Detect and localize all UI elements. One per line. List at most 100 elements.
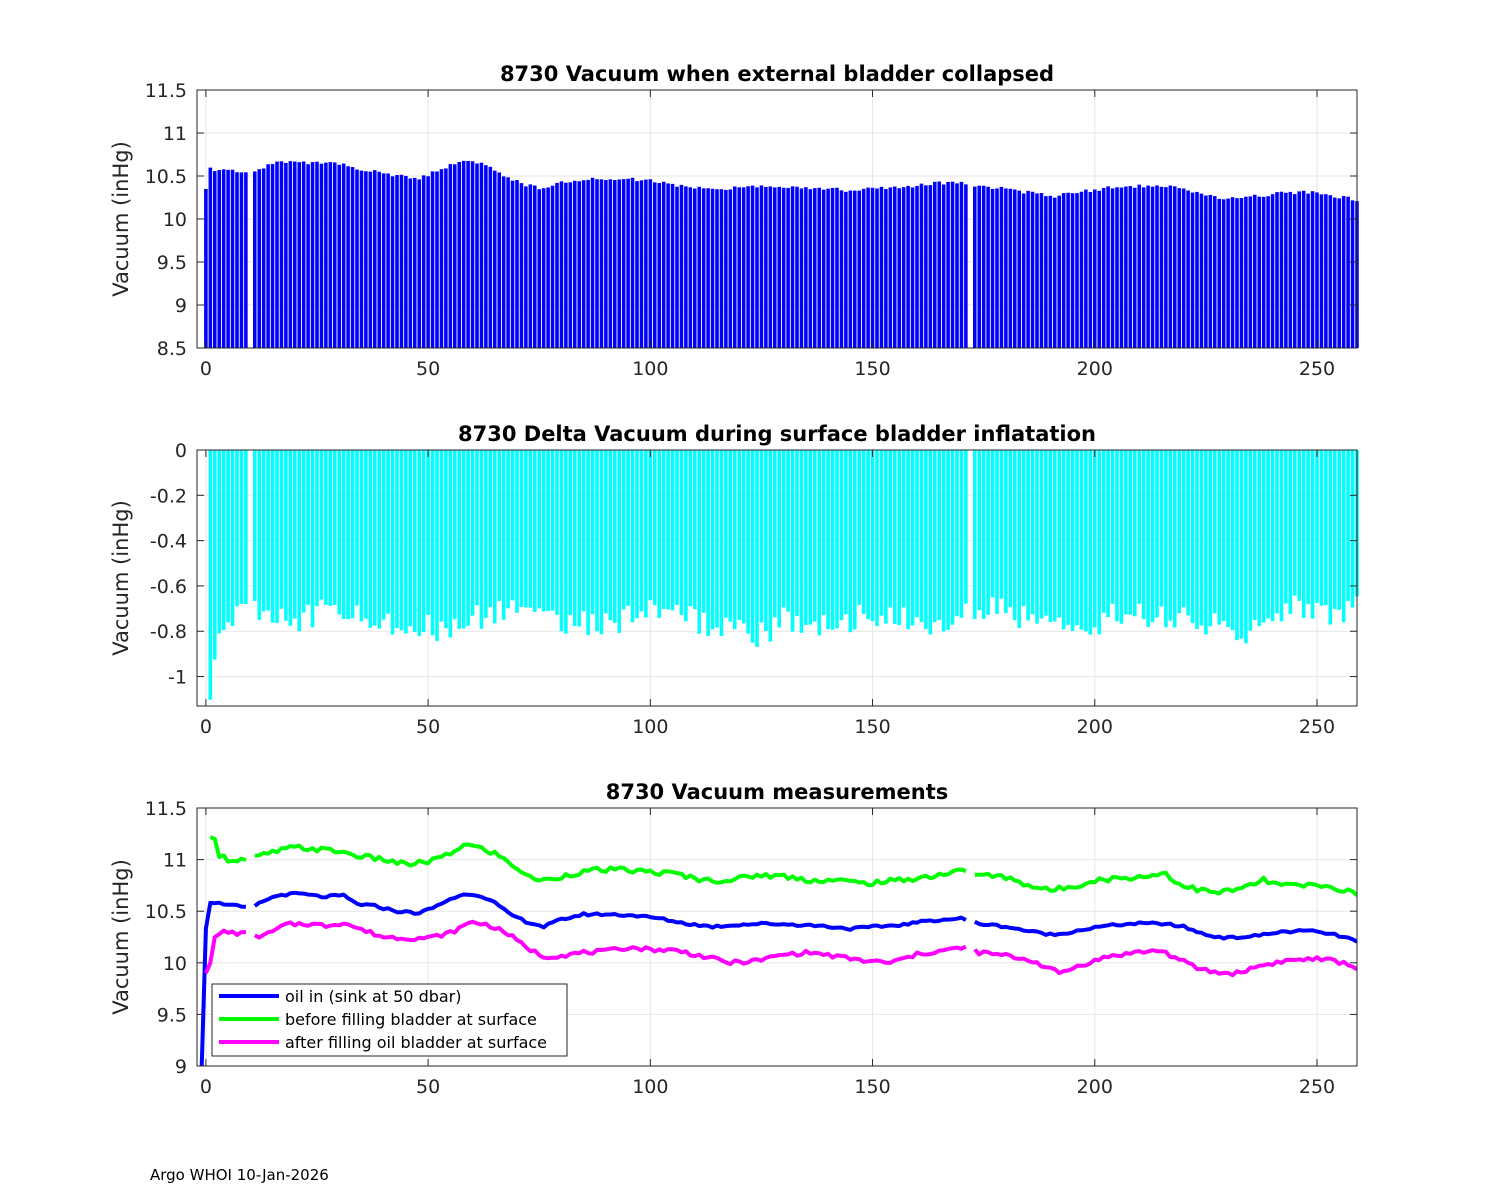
bar <box>884 189 888 348</box>
bar <box>244 450 248 604</box>
bar <box>786 450 790 612</box>
bar <box>990 450 995 598</box>
bar <box>741 450 746 624</box>
axes-box <box>196 807 1358 1067</box>
bar <box>413 450 417 632</box>
bar <box>1146 185 1150 348</box>
bar <box>977 185 981 348</box>
y-tick-label: -0.2 <box>150 485 187 507</box>
bar <box>301 450 306 613</box>
bar <box>1053 450 1057 622</box>
bar <box>1310 191 1315 348</box>
bar <box>355 169 359 348</box>
bar <box>1088 450 1093 635</box>
bar <box>795 450 799 616</box>
bar <box>1279 450 1284 622</box>
bar <box>1035 193 1039 348</box>
x-tick-label: 150 <box>854 1076 890 1098</box>
bar <box>528 184 533 348</box>
bar <box>1035 450 1039 624</box>
bar <box>1270 194 1275 348</box>
bar <box>1084 450 1088 632</box>
bar <box>1266 196 1270 348</box>
bar <box>915 450 919 618</box>
bar <box>315 161 319 348</box>
bar <box>1181 188 1186 348</box>
bar <box>1346 450 1350 602</box>
bar <box>657 450 661 618</box>
bar <box>279 450 284 609</box>
series-after-filling <box>204 919 1357 978</box>
bar <box>693 450 697 610</box>
bar <box>555 450 559 615</box>
bar <box>1213 196 1217 348</box>
bar <box>426 450 430 615</box>
bar <box>1297 191 1301 348</box>
bar <box>519 450 524 607</box>
bar <box>475 163 479 348</box>
bar <box>657 183 661 348</box>
x-tick-label: 200 <box>1077 1076 1113 1098</box>
bar <box>448 450 453 638</box>
bar <box>870 450 875 622</box>
bar <box>737 187 741 348</box>
bar <box>617 450 621 633</box>
bar <box>915 185 919 348</box>
bar <box>817 450 821 636</box>
bar <box>253 450 257 602</box>
bar <box>355 450 359 606</box>
bar <box>226 169 230 348</box>
bar <box>257 450 261 620</box>
bar <box>239 172 244 348</box>
bar <box>804 450 808 626</box>
bar <box>1253 450 1257 621</box>
bar <box>928 450 933 635</box>
bar <box>1350 200 1355 348</box>
bar <box>795 186 799 348</box>
bar <box>937 181 941 348</box>
bar <box>1190 450 1195 623</box>
bar <box>1110 450 1115 604</box>
bar <box>444 450 448 629</box>
bar <box>1257 196 1261 348</box>
bar <box>475 450 479 606</box>
legend: oil in (sink at 50 dbar) before filling b… <box>211 983 568 1057</box>
bar <box>1319 450 1324 606</box>
bar <box>1133 450 1137 617</box>
bar <box>1328 450 1333 625</box>
bar <box>844 191 848 348</box>
bar <box>1115 187 1119 348</box>
bar <box>830 450 835 630</box>
bar <box>257 169 261 348</box>
bar <box>608 179 613 348</box>
bar <box>781 187 786 348</box>
bar <box>719 189 724 348</box>
bar <box>301 161 306 348</box>
bar <box>1097 190 1101 348</box>
bar <box>630 450 635 623</box>
bar <box>284 162 288 348</box>
bar <box>1115 450 1119 622</box>
bar <box>1070 450 1075 631</box>
bar <box>1221 199 1226 348</box>
bar <box>1030 191 1035 348</box>
bar <box>866 450 870 620</box>
bar <box>328 162 333 348</box>
bar <box>453 450 457 620</box>
bar <box>946 181 950 348</box>
bar <box>470 450 475 616</box>
bar <box>337 450 341 615</box>
y-tick-label: 9.5 <box>157 1004 187 1026</box>
bar <box>1173 186 1177 348</box>
bar <box>1341 450 1346 623</box>
bar <box>261 168 266 348</box>
bar <box>1044 450 1048 616</box>
bar <box>777 450 781 628</box>
bar <box>1013 450 1017 621</box>
bar <box>653 182 657 348</box>
bar <box>213 171 217 348</box>
x-tick-label: 150 <box>854 358 890 380</box>
bar <box>537 189 541 348</box>
bar <box>341 450 346 620</box>
